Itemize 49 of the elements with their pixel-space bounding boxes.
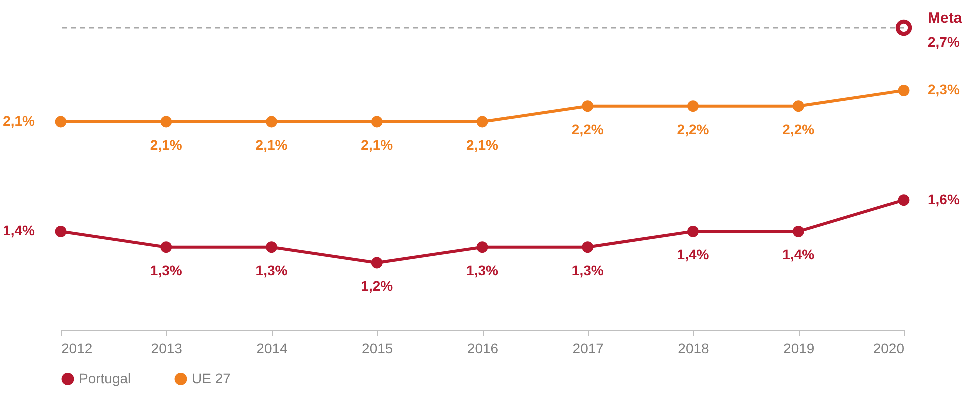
point [55,226,67,238]
x-tick-label: 2016 [467,340,499,356]
point [898,84,910,96]
x-tick-label: 2015 [362,340,394,356]
data-label: 1,6% [928,191,960,208]
point [266,242,278,254]
point [160,116,172,128]
x-tick-label: 2012 [62,340,93,356]
data-label: 1,2% [361,278,394,294]
data-label: 2,2% [782,121,816,138]
data-label: 1,3% [572,262,604,278]
point [476,242,488,254]
point [55,116,67,128]
data-label: 1,4% [782,246,816,263]
data-label: 2,2% [572,121,604,138]
data-label: 2,1% [361,137,394,153]
point [792,100,804,112]
data-label: 2,2% [677,121,710,138]
point [688,226,699,238]
data-label: 1,4% [677,246,710,263]
data-label: 2,1% [466,137,499,153]
legend-label: UE 27 [192,370,232,386]
x-tick-label: 2013 [151,340,183,356]
point [688,100,699,112]
legend-label: Portugal [79,370,132,386]
point [898,194,910,206]
point [160,242,172,254]
point [582,242,594,254]
data-label: 2,1% [3,113,36,129]
x-tick-label: 2019 [784,340,815,356]
x-tick-label: 2014 [256,340,288,356]
ref-line-label: Meta [928,10,963,27]
data-label: 2,1% [150,137,183,153]
point [582,100,594,112]
x-tick-label: 2018 [678,340,710,356]
x-tick-label: 2020 [873,340,905,356]
x-tick-label: 2017 [572,340,604,356]
point [371,257,383,269]
point [476,116,488,128]
point [266,116,278,128]
data-label: 1,3% [256,262,288,278]
point [371,116,383,128]
data-label: 1,3% [150,262,183,278]
data-label: 2,1% [256,137,288,153]
annotation: 2,7% [928,34,960,50]
data-label: 1,4% [3,222,36,239]
point [792,226,804,238]
data-label: 2,3% [928,82,960,98]
data-label: 1,3% [466,262,499,278]
